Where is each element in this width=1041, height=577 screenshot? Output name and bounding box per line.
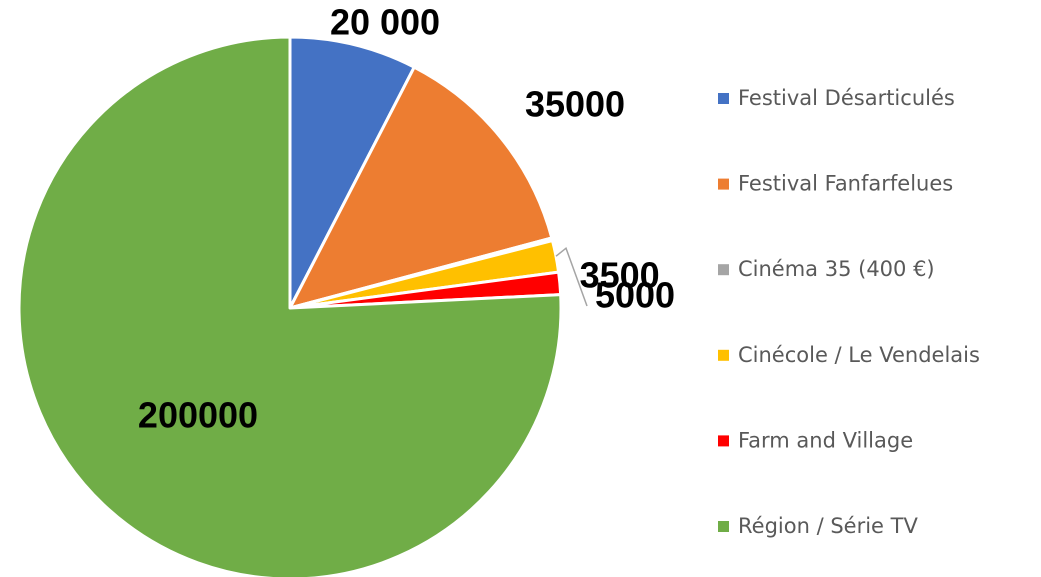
- legend-label: Cinécole / Le Vendelais: [738, 343, 980, 367]
- data-label: 35000: [525, 84, 625, 125]
- data-label: 5000: [595, 275, 675, 316]
- legend-swatch: [718, 178, 729, 190]
- data-label: 3500: [580, 254, 660, 295]
- legend-swatch: [718, 435, 729, 447]
- legend-label: Région / Série TV: [738, 514, 918, 538]
- pie-slice: [288, 35, 416, 310]
- legend-swatch: [718, 521, 729, 532]
- legend-label: Farm and Village: [738, 428, 913, 452]
- legend-label: Festival Désarticulés: [738, 86, 955, 110]
- pie-slice: [17, 35, 563, 577]
- pie-slice: [288, 65, 554, 310]
- legend-label: Cinéma 35 (400 €): [738, 257, 935, 281]
- legend-label: Festival Fanfarfelues: [738, 172, 953, 196]
- data-label: 200000: [138, 395, 258, 436]
- leader-line: [555, 246, 588, 307]
- legend-swatch: [718, 93, 729, 104]
- data-label: 20 000: [330, 2, 440, 43]
- legend-swatch: [718, 264, 729, 276]
- legend-swatch: [718, 349, 729, 361]
